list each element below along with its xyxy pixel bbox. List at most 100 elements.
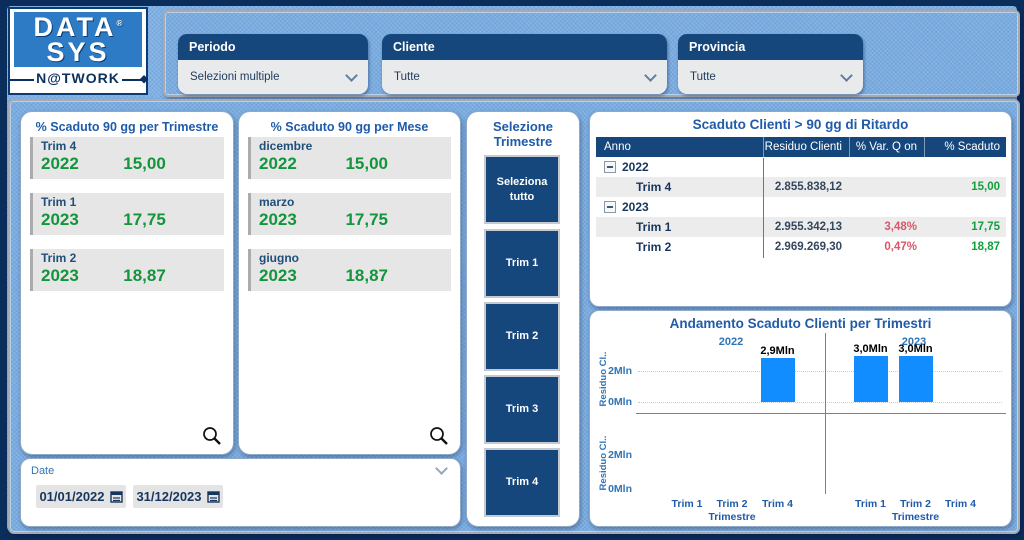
- logo-wordmark: DATA® SYS: [14, 12, 142, 67]
- column-header-residuo[interactable]: Residuo Clienti: [763, 137, 849, 157]
- column-divider-line: [763, 158, 764, 258]
- filter-cliente-value: Tutte: [394, 71, 420, 83]
- chart-title: Andamento Scaduto Clienti per Trimestri: [590, 316, 1011, 331]
- column-header-var[interactable]: % Var. Q on Q: [849, 137, 924, 157]
- scaduto-value: 17,75: [924, 217, 1006, 237]
- slicer-button-seleziona-tutto[interactable]: Seleziona tutto: [484, 155, 560, 224]
- kpi-period-label: marzo: [259, 195, 443, 209]
- kpi-value-row: 2023 17,75: [41, 210, 216, 230]
- table-row[interactable]: Trim 4 2.855.838,12 15,00: [596, 177, 1006, 197]
- bar-data-label: 2,9Mln: [752, 345, 804, 357]
- filter-provincia-dropdown[interactable]: Tutte: [678, 60, 863, 94]
- logo-line-sys: SYS: [14, 40, 142, 65]
- table-header-row: Anno Residuo Clienti % Var. Q on Q % Sca…: [596, 137, 1006, 157]
- date-start-field[interactable]: 01/01/2022: [36, 485, 126, 508]
- kpi-items: dicembre 2022 15,00 marzo 2023 17,75 giugn…: [248, 137, 451, 305]
- x-axis-tick: Trim 4: [939, 498, 983, 510]
- calendar-icon: [207, 490, 220, 503]
- quarter-slicer-card: Selezione Trimestre Seleziona tuttoTrim …: [466, 111, 580, 527]
- kpi-year: 2023: [259, 210, 345, 230]
- quarter-slicer-title: Selezione Trimestre: [467, 120, 579, 150]
- year-label: 2022: [622, 157, 649, 177]
- chevron-down-icon: [644, 69, 657, 82]
- x-axis-tick: Trim 1: [665, 498, 709, 510]
- kpi-period-label: dicembre: [259, 139, 443, 153]
- slicer-button-trim-4[interactable]: Trim 4: [484, 448, 560, 517]
- table-row[interactable]: Trim 2 2.969.269,30 0,47% 18,87: [596, 237, 1006, 257]
- search-icon[interactable]: [428, 425, 450, 447]
- filter-periodo-dropdown[interactable]: Selezioni multiple: [178, 60, 368, 94]
- scaduto-value: 15,00: [924, 177, 1006, 197]
- table-card: Scaduto Clienti > 90 gg di Ritardo Anno …: [589, 111, 1012, 307]
- chevron-down-icon: [345, 69, 358, 82]
- kpi-value: 17,75: [345, 210, 388, 230]
- kpi-year: 2023: [41, 266, 123, 286]
- x-axis-tick: Trim 1: [849, 498, 893, 510]
- kpi-value-row: 2023 18,87: [259, 266, 443, 286]
- slicer-button-trim-1[interactable]: Trim 1: [484, 229, 560, 298]
- table-row[interactable]: 2022: [596, 157, 1006, 177]
- residuo-value: 2.969.269,30: [763, 237, 849, 257]
- collapse-icon[interactable]: [604, 161, 616, 173]
- table-row[interactable]: Trim 1 2.955.342,13 3,48% 17,75: [596, 217, 1006, 237]
- slicer-button-trim-2[interactable]: Trim 2: [484, 302, 560, 371]
- bar-2023-trim-1[interactable]: [854, 356, 888, 402]
- date-end-value: 31/12/2023: [136, 489, 201, 504]
- facet-divider-horizontal: [636, 413, 1006, 414]
- collapse-icon[interactable]: [604, 201, 616, 213]
- quarter-label: Trim 2: [596, 237, 763, 257]
- table-title: Scaduto Clienti > 90 gg di Ritardo: [590, 117, 1011, 132]
- table-row[interactable]: 2023: [596, 197, 1006, 217]
- residuo-value: 2.955.342,13: [763, 217, 849, 237]
- var-value: [849, 177, 924, 197]
- kpi-value: 15,00: [123, 154, 166, 174]
- chevron-down-icon[interactable]: [435, 462, 448, 475]
- kpi-value: 18,87: [123, 266, 166, 286]
- date-end-field[interactable]: 31/12/2023: [133, 485, 223, 508]
- y-tick-0mln-row2: 0Mln: [602, 483, 632, 495]
- filter-provincia: Provincia Tutte: [678, 34, 863, 94]
- kpi-period-label: Trim 2: [41, 251, 216, 265]
- filter-cliente-dropdown[interactable]: Tutte: [382, 60, 667, 94]
- kpi-year: 2023: [259, 266, 345, 286]
- kpi-year: 2022: [41, 154, 123, 174]
- bar-data-label: 3,0Mln: [890, 343, 942, 355]
- y-tick-2mln-row2: 2Mln: [602, 449, 632, 461]
- chevron-down-icon: [840, 69, 853, 82]
- gridline-2mln: [638, 371, 1002, 372]
- kpi-value-row: 2023 17,75: [259, 210, 443, 230]
- kpi-value-row: 2022 15,00: [259, 154, 443, 174]
- filter-cliente: Cliente Tutte: [382, 34, 667, 94]
- quarter-label: Trim 1: [596, 217, 763, 237]
- kpi-card-mese: % Scaduto 90 gg per Mese dicembre 2022 1…: [238, 111, 461, 455]
- y-tick-0mln-row1: 0Mln: [602, 396, 632, 408]
- column-header-anno[interactable]: Anno: [596, 137, 763, 157]
- gridline-0mln: [638, 402, 1002, 403]
- kpi-card-trimestre: % Scaduto 90 gg per Trimestre Trim 4 202…: [20, 111, 234, 455]
- kpi-item: dicembre 2022 15,00: [248, 137, 451, 179]
- bar-2022-trim-4[interactable]: [761, 358, 795, 402]
- kpi-value-row: 2023 18,87: [41, 266, 216, 286]
- filter-periodo-value: Selezioni multiple: [190, 71, 280, 83]
- filter-periodo: Periodo Selezioni multiple: [178, 34, 368, 94]
- kpi-value: 15,00: [345, 154, 388, 174]
- x-axis-tick: Trim 2: [710, 498, 754, 510]
- x-axis-tick: Trim 2: [894, 498, 938, 510]
- slicer-button-trim-3[interactable]: Trim 3: [484, 375, 560, 444]
- kpi-item: Trim 1 2023 17,75: [30, 193, 224, 235]
- filter-bar: Periodo Selezioni multiple Cliente Tutte…: [163, 10, 1020, 97]
- x-axis-tick: Trim 4: [756, 498, 800, 510]
- table-body: 2022 Trim 4 2.855.838,12 15,00 2023 Trim…: [596, 157, 1006, 257]
- bar-2023-trim-2[interactable]: [899, 356, 933, 402]
- filter-cliente-header: Cliente: [382, 34, 667, 60]
- chart-card: Andamento Scaduto Clienti per Trimestri …: [589, 310, 1012, 527]
- kpi-item: giugno 2023 18,87: [248, 249, 451, 291]
- filter-provincia-header: Provincia: [678, 34, 863, 60]
- kpi-year: 2023: [41, 210, 123, 230]
- column-header-scaduto[interactable]: % Scaduto: [924, 137, 1006, 157]
- y-tick-2mln-row1: 2Mln: [602, 365, 632, 377]
- kpi-items: Trim 4 2022 15,00Trim 1 2023 17,75Trim 2…: [30, 137, 224, 305]
- kpi-item: Trim 2 2023 18,87: [30, 249, 224, 291]
- residuo-value: 2.855.838,12: [763, 177, 849, 197]
- search-icon[interactable]: [201, 425, 223, 447]
